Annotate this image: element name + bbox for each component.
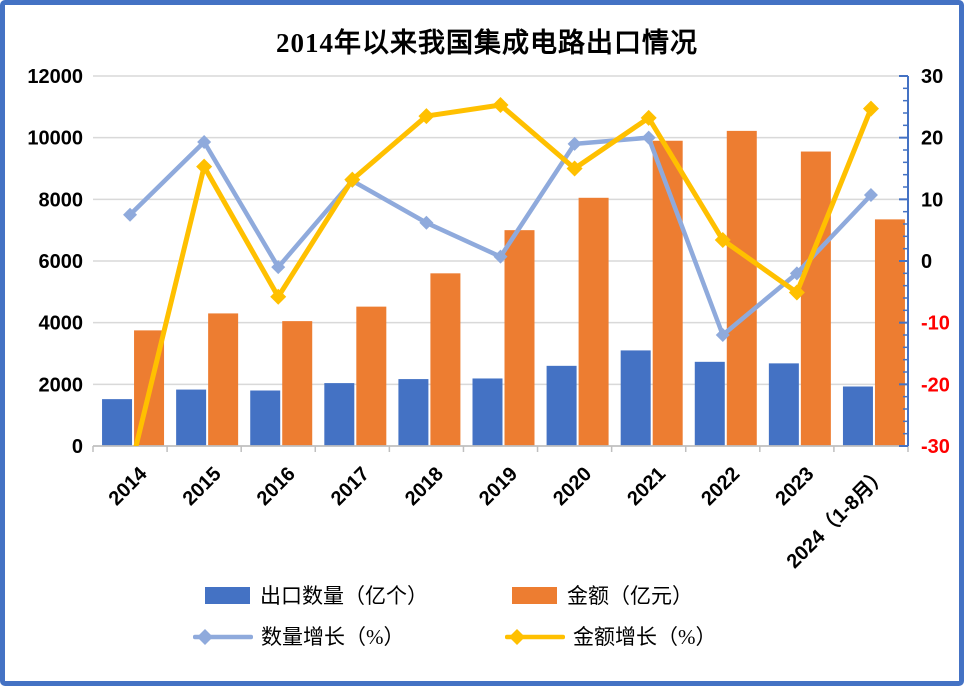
line-series-1 [133,96,879,446]
diamond-marker [714,232,731,249]
left-axis-label: 12000 [27,66,83,88]
left-axis-label: 6000 [39,251,84,273]
x-axis-label: 2022 [697,463,744,510]
bar [472,378,503,446]
diamond-marker [789,266,804,281]
x-axis-label: 2021 [623,463,670,510]
left-axis-label: 10000 [27,128,83,150]
x-axis-label: 2023 [771,463,818,510]
line-series-0 [123,130,878,342]
diamond-marker [640,109,657,126]
bar [546,365,577,446]
bar [874,219,905,446]
x-axis-label: 2016 [253,463,300,510]
left-axis-label: 8000 [39,189,84,211]
left-axis-label: 0 [72,436,83,458]
diamond-marker [123,207,138,222]
right-axis-label: 20 [921,128,943,150]
diamond-marker [567,136,582,151]
diamond-marker [270,288,287,305]
right-axis-label: -10 [921,313,950,335]
bar [102,399,133,446]
x-axis-label: 2014 [105,462,153,510]
diamond-marker [271,260,286,275]
right-axis-label: -20 [921,374,950,396]
right-axis-label: 10 [921,189,943,211]
right-axis-label: 30 [921,66,943,88]
diamond-marker [641,130,656,145]
diamond-marker [863,188,878,203]
diamond-marker [492,96,509,113]
x-axis-label: 2017 [327,463,374,510]
diamond-marker [344,171,361,188]
bar [694,361,725,446]
right-axis-label: 0 [921,251,932,273]
bar [726,130,757,446]
left-axis-label: 4000 [39,313,84,335]
bar [324,383,355,446]
x-axis-label: 2015 [179,463,226,510]
chart-plot-area: 0 2000 4000 6000 8000 10000 12000 30 20 10 0 -10 -20… [27,66,950,573]
bar-series-0 [102,350,873,446]
bar [504,230,535,446]
bar [398,379,429,446]
x-axis-label: 2020 [549,463,596,510]
diamond-marker [715,328,730,342]
bar [282,321,313,446]
diamond-marker [419,215,434,230]
bar [176,389,207,446]
diamond-marker [788,284,805,301]
diamond-marker [566,160,583,177]
bar [768,363,799,446]
bar [356,306,387,446]
bar [430,273,461,446]
diamond-marker [418,108,435,125]
bar [208,313,239,446]
right-axis-label: -30 [921,436,950,458]
chart-title: 2014年以来我国集成电路出口情况 [276,28,698,58]
bar [620,350,651,446]
diamond-marker [197,134,212,149]
bar [842,386,873,446]
diamond-marker [196,158,213,175]
left-axis-label: 2000 [39,374,84,396]
x-axis-label: 2018 [401,463,448,510]
bar [250,390,281,446]
x-axis-label: 2019 [475,463,522,510]
diamond-marker [493,249,508,264]
diamond-marker [862,100,879,117]
bar [578,197,609,446]
bar [800,151,831,446]
